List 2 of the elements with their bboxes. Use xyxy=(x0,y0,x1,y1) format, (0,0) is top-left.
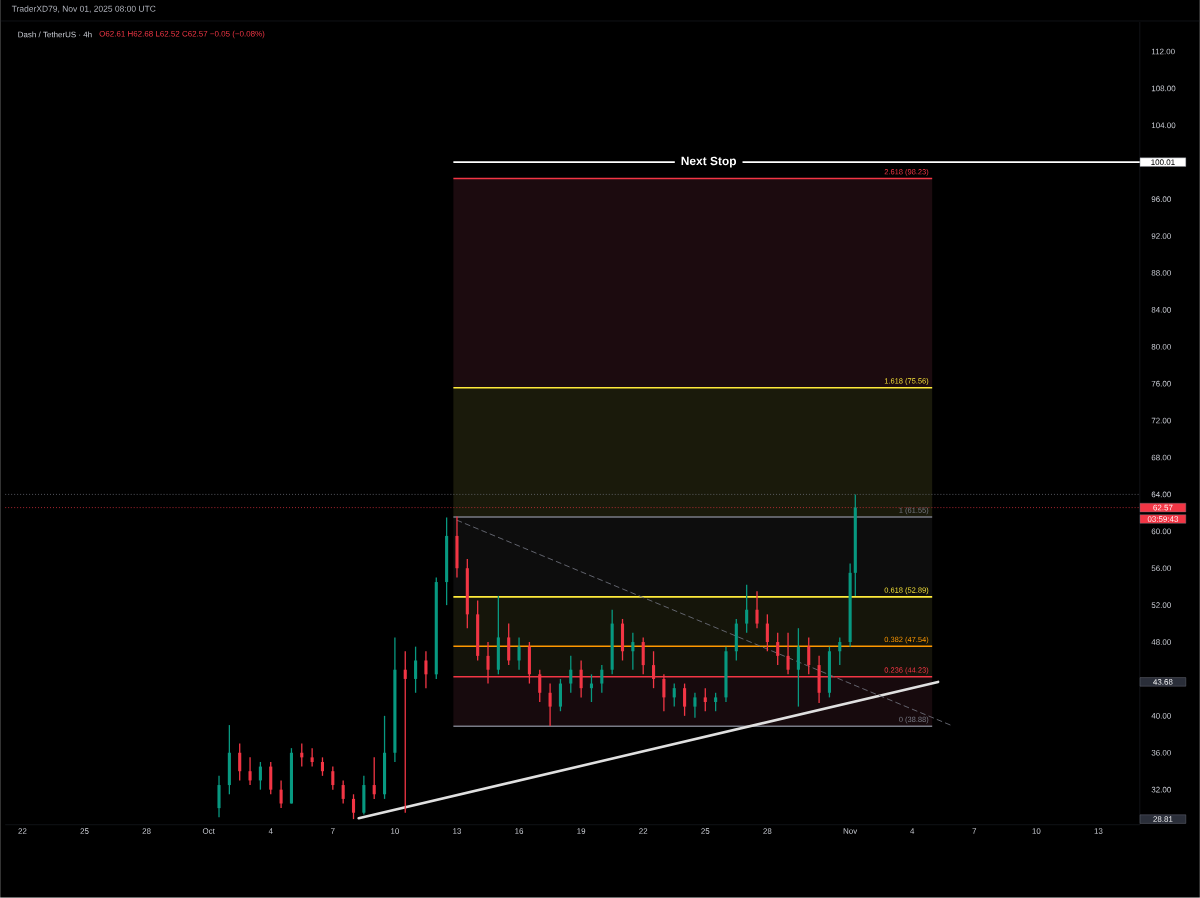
ref-line-label: Next Stop xyxy=(681,156,737,168)
text: TraderXD79, Nov 01, 2025 08:00 UTC xyxy=(11,5,156,13)
